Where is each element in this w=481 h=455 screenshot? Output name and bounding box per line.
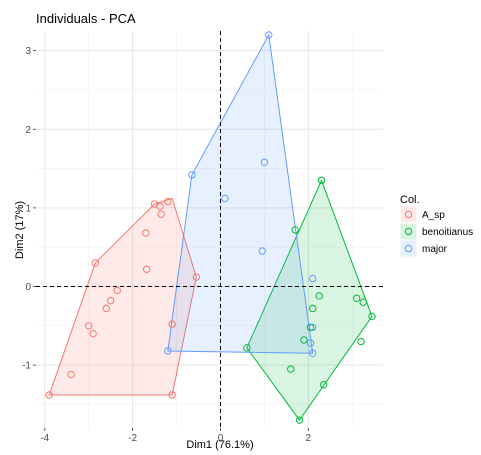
legend-point-major: [404, 244, 413, 253]
legend-key-benoitianus: [399, 222, 418, 241]
point-A_sp: [168, 320, 176, 328]
x-tick-label: -2: [128, 433, 137, 444]
point-benoitianus: [359, 298, 367, 306]
x-tick-label: 0: [218, 433, 224, 444]
legend-label-benoitianus: benoitianus: [422, 227, 473, 238]
chart-title: Individuals - PCA: [36, 11, 136, 26]
point-benoitianus: [243, 344, 251, 352]
point-A_sp: [45, 391, 53, 399]
point-A_sp: [142, 229, 150, 237]
point-A_sp: [164, 197, 172, 206]
data-points: [45, 31, 376, 424]
point-benoitianus: [315, 292, 324, 300]
hull-major: [167, 33, 314, 354]
y-tick-label: -1: [22, 361, 31, 372]
legend-point-benoitianus: [404, 227, 413, 236]
axis-ticks: -4 -2 0 2 -1 0 1 2 3: [22, 46, 311, 444]
point-benoitianus: [320, 381, 328, 389]
point-A_sp: [89, 329, 97, 338]
grid-lines: [36, 31, 383, 428]
legend-label-A_sp: A_sp: [422, 210, 445, 221]
legend-title: Col.: [400, 194, 420, 206]
point-major: [309, 274, 317, 283]
reference-lines: [36, 31, 383, 428]
point-benoitianus: [317, 176, 326, 185]
point-A_sp: [157, 210, 165, 218]
point-benoitianus: [357, 337, 365, 346]
point-major: [188, 171, 196, 179]
point-major: [265, 31, 273, 39]
point-A_sp: [168, 391, 176, 399]
point-major: [309, 323, 317, 332]
point-A_sp: [85, 322, 93, 330]
x-axis-title: Dim1 (76.1%): [186, 439, 253, 451]
point-major: [258, 247, 266, 255]
x-tick-label: 2: [306, 433, 312, 444]
point-benoitianus: [352, 294, 361, 302]
y-tick-label: 3: [25, 46, 31, 57]
hull-A_sp: [48, 197, 197, 396]
point-A_sp: [156, 202, 164, 211]
point-benoitianus: [295, 416, 304, 424]
point-benoitianus: [309, 304, 317, 313]
point-A_sp: [192, 273, 201, 281]
legend-key-major: [399, 239, 418, 258]
point-major: [221, 194, 229, 203]
point-benoitianus: [291, 226, 299, 234]
point-A_sp: [91, 259, 99, 267]
plot-panel: [36, 31, 383, 428]
point-major: [260, 158, 269, 166]
y-tick-label: 2: [25, 125, 31, 136]
point-A_sp: [113, 286, 121, 295]
legend-label-major: major: [422, 244, 448, 255]
point-benoitianus: [300, 336, 308, 344]
group-hulls: [48, 33, 373, 421]
legend-point-A_sp: [404, 210, 413, 219]
y-tick-label: 1: [25, 203, 31, 214]
point-major: [306, 339, 315, 347]
point-A_sp: [106, 296, 115, 305]
point-major: [309, 349, 317, 358]
point-benoitianus: [287, 365, 295, 373]
point-benoitianus: [368, 312, 376, 321]
legend-key-A_sp: [399, 205, 418, 224]
point-A_sp: [142, 265, 151, 273]
y-axis-title: Dim2 (17%): [14, 201, 26, 259]
point-major: [164, 347, 172, 355]
legend: Col. A_sp benoitianus major: [399, 194, 473, 258]
point-benoitianus: [306, 323, 315, 332]
point-A_sp: [102, 304, 110, 313]
point-A_sp: [67, 370, 75, 379]
y-tick-label: 0: [25, 282, 31, 293]
x-tick-label: -4: [40, 433, 49, 444]
